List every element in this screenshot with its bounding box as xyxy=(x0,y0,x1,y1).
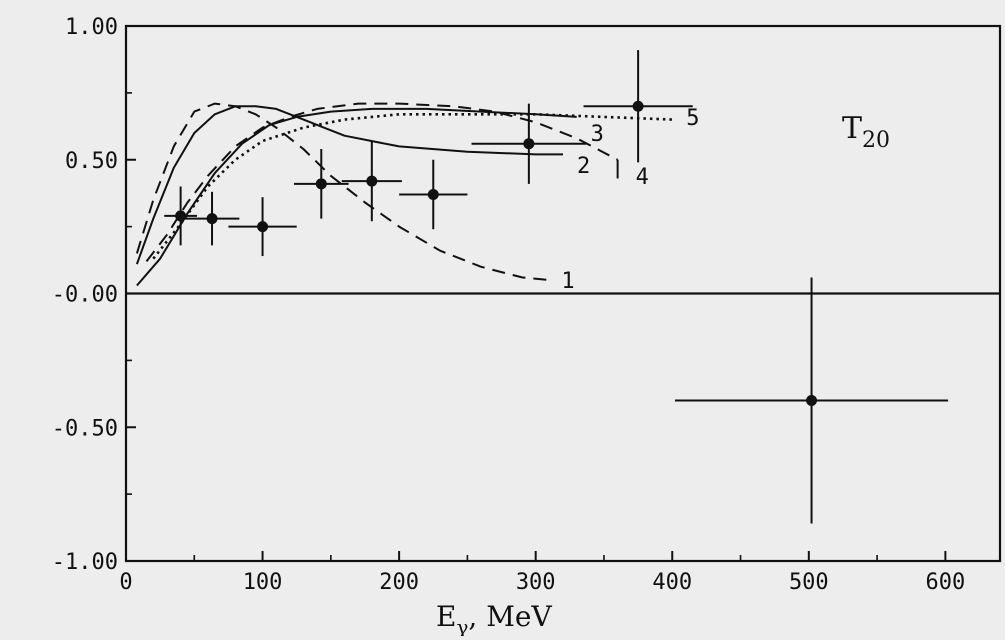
curve-label-5: 5 xyxy=(686,106,699,131)
curve-3 xyxy=(136,107,577,287)
curve-label-3: 3 xyxy=(591,122,604,147)
axis-labels: T20 Eγ, MeV xyxy=(436,111,890,639)
curve-1 xyxy=(135,102,550,282)
data-points xyxy=(164,50,949,524)
chart-title: T20 xyxy=(842,111,890,153)
x-tick-label: 200 xyxy=(379,570,419,595)
curve-2 xyxy=(135,105,563,265)
y-tick-label: -0.00 xyxy=(52,283,118,308)
x-tick-label: 100 xyxy=(243,570,283,595)
data-point xyxy=(315,178,327,190)
x-axis-label: Eγ, MeV xyxy=(436,600,552,636)
data-point xyxy=(257,221,269,233)
curve-4 xyxy=(145,102,619,263)
y-tick-label: -0.50 xyxy=(52,416,118,441)
data-point xyxy=(175,210,187,222)
x-tick-label: 400 xyxy=(652,570,692,595)
y-tick-label: 0.50 xyxy=(65,149,118,174)
data-point xyxy=(366,175,378,187)
data-point xyxy=(206,213,218,225)
curve-label-1: 1 xyxy=(561,269,574,294)
x-tick-label: 0 xyxy=(119,570,132,595)
data-point xyxy=(806,395,818,406)
y-tick-label: 1.00 xyxy=(65,15,118,40)
data-point xyxy=(427,189,439,201)
curve-5 xyxy=(152,113,673,260)
curve-label-2: 2 xyxy=(577,154,590,179)
x-tick-label: 500 xyxy=(789,570,829,595)
axis-ticks: 0 100 200 300 400 500 600 1.00 0.50 -0.00 -0.50 -1.… xyxy=(52,15,965,595)
x-tick-label: 600 xyxy=(926,570,966,595)
curve-label-4: 4 xyxy=(636,165,649,190)
x-tick-label: 300 xyxy=(516,570,556,595)
data-point xyxy=(523,138,535,150)
data-point xyxy=(632,100,644,112)
y-tick-label: -1.00 xyxy=(52,550,118,575)
